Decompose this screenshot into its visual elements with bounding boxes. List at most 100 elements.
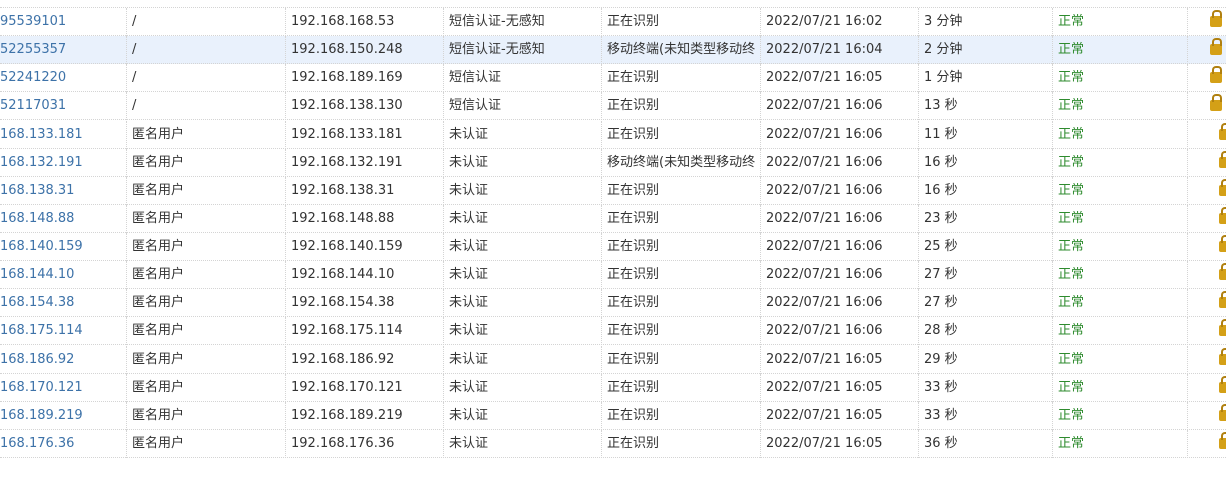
status: 正常 <box>1053 120 1188 149</box>
terminal-type: 移动终端(未知类型移动终 <box>602 36 761 65</box>
lock-icon[interactable] <box>1219 347 1226 365</box>
online-duration: 2 分钟 <box>919 36 1053 65</box>
terminal-type: 正在识别 <box>602 373 761 402</box>
lock-icon[interactable] <box>1219 291 1226 309</box>
ip-address: 192.168.138.130 <box>286 92 444 121</box>
lock-icon[interactable] <box>1219 375 1226 393</box>
online-duration: 29 秒 <box>919 345 1053 374</box>
account[interactable]: 52241220 <box>0 64 127 93</box>
terminal-type: 正在识别 <box>602 261 761 290</box>
ip-address: 192.168.189.169 <box>286 64 444 93</box>
lock-icon[interactable] <box>1210 10 1222 27</box>
ip-address: 192.168.133.181 <box>286 120 444 149</box>
lock-icon[interactable] <box>1219 403 1226 421</box>
login-time: 2022/07/21 16:02 <box>761 8 919 36</box>
online-duration: 11 秒 <box>919 120 1053 149</box>
user: 匿名用户 <box>127 120 286 149</box>
table-row[interactable]: 168.189.219 匿名用户 192.168.189.219 未认证 正在识别 202… <box>0 401 1226 430</box>
table-row[interactable]: 168.186.92 匿名用户 192.168.186.92 未认证 正在识别 2022/… <box>0 345 1226 374</box>
online-duration: 23 秒 <box>919 204 1053 233</box>
auth-type: 未认证 <box>444 261 602 290</box>
account[interactable]: 168.133.181 <box>0 120 127 149</box>
table-row[interactable]: 168.144.10 匿名用户 192.168.144.10 未认证 正在识别 2022/… <box>0 261 1226 290</box>
status: 正常 <box>1053 36 1188 65</box>
user: 匿名用户 <box>127 429 286 458</box>
lock-icon[interactable] <box>1219 178 1226 196</box>
table-row[interactable]: 95539101/192.168.168.53 短信认证-无感知 正在识别 2022/… <box>0 8 1226 36</box>
login-time: 2022/07/21 16:05 <box>761 373 919 402</box>
auth-type: 短信认证 <box>444 64 602 93</box>
ip-address: 192.168.140.159 <box>286 233 444 262</box>
lock-icon[interactable] <box>1219 235 1226 253</box>
lock-icon[interactable] <box>1219 150 1226 168</box>
table-row[interactable]: 168.132.191 匿名用户 192.168.132.191 未认证 移动终端(未知… <box>0 148 1226 177</box>
account[interactable]: 168.144.10 <box>0 261 127 290</box>
table-row[interactable]: 168.170.121 匿名用户 192.168.170.121 未认证 正在识别 202… <box>0 373 1226 402</box>
login-time: 2022/07/21 16:06 <box>761 148 919 177</box>
table-row[interactable]: 52117031/192.168.138.130 短信认证 正在识别 2022/07/… <box>0 92 1226 121</box>
account[interactable]: 168.132.191 <box>0 148 127 177</box>
account[interactable]: 168.186.92 <box>0 345 127 374</box>
lock-icon[interactable] <box>1219 122 1226 140</box>
status: 正常 <box>1053 373 1188 402</box>
login-time: 2022/07/21 16:06 <box>761 317 919 346</box>
account[interactable]: 168.138.31 <box>0 176 127 205</box>
auth-type: 短信认证-无感知 <box>444 36 602 65</box>
login-time: 2022/07/21 16:05 <box>761 345 919 374</box>
auth-type: 未认证 <box>444 148 602 177</box>
account[interactable]: 168.189.219 <box>0 401 127 430</box>
lock-icon[interactable] <box>1210 94 1222 112</box>
user: 匿名用户 <box>127 148 286 177</box>
table-row[interactable]: 52241220/192.168.189.169 短信认证 正在识别 2022/07/… <box>0 64 1226 93</box>
account[interactable]: 168.140.159 <box>0 233 127 262</box>
account[interactable]: 168.176.36 <box>0 429 127 458</box>
account[interactable]: 52117031 <box>0 92 127 121</box>
login-time: 2022/07/21 16:06 <box>761 233 919 262</box>
lock-icon[interactable] <box>1210 38 1222 56</box>
user: 匿名用户 <box>127 204 286 233</box>
online-duration: 25 秒 <box>919 233 1053 262</box>
online-duration: 16 秒 <box>919 148 1053 177</box>
terminal-type: 正在识别 <box>602 317 761 346</box>
table-row[interactable]: 168.176.36 匿名用户 192.168.176.36 未认证 正在识别 2022/… <box>0 429 1226 458</box>
login-time: 2022/07/21 16:05 <box>761 401 919 430</box>
terminal-type: 正在识别 <box>602 92 761 121</box>
online-duration: 1 分钟 <box>919 64 1053 93</box>
table-row[interactable]: 168.140.159 匿名用户 192.168.140.159 未认证 正在识别 202… <box>0 233 1226 262</box>
table-row[interactable]: 168.148.88 匿名用户 192.168.148.88 未认证 正在识别 2022/… <box>0 204 1226 233</box>
lock-icon[interactable] <box>1210 66 1222 84</box>
online-duration: 33 秒 <box>919 373 1053 402</box>
account[interactable]: 168.148.88 <box>0 204 127 233</box>
status: 正常 <box>1053 64 1188 93</box>
status: 正常 <box>1053 401 1188 430</box>
table-row[interactable]: 168.154.38 匿名用户 192.168.154.38 未认证 正在识别 2022/… <box>0 289 1226 318</box>
login-time: 2022/07/21 16:06 <box>761 204 919 233</box>
lock-icon[interactable] <box>1219 263 1226 281</box>
ip-address: 192.168.138.31 <box>286 176 444 205</box>
ip-address: 192.168.154.38 <box>286 289 444 318</box>
auth-type: 未认证 <box>444 373 602 402</box>
table-row[interactable]: 52255357/192.168.150.248 短信认证-无感知 移动终端(未知类… <box>0 36 1226 65</box>
lock-icon[interactable] <box>1219 319 1226 337</box>
user: / <box>127 92 286 121</box>
account[interactable]: 168.175.114 <box>0 317 127 346</box>
login-time: 2022/07/21 16:06 <box>761 289 919 318</box>
table-row[interactable]: 168.138.31 匿名用户 192.168.138.31 未认证 正在识别 2022/… <box>0 176 1226 205</box>
table-row[interactable]: 168.133.181 匿名用户 192.168.133.181 未认证 正在识别 202… <box>0 120 1226 149</box>
terminal-type: 移动终端(未知类型移动终 <box>602 148 761 177</box>
lock-icon[interactable] <box>1219 431 1226 449</box>
terminal-type: 正在识别 <box>602 120 761 149</box>
table-row[interactable]: 168.175.114 匿名用户 192.168.175.114 未认证 正在识别 202… <box>0 317 1226 346</box>
online-duration: 27 秒 <box>919 289 1053 318</box>
auth-type: 未认证 <box>444 429 602 458</box>
auth-type: 未认证 <box>444 289 602 318</box>
lock-icon[interactable] <box>1219 206 1226 224</box>
terminal-type: 正在识别 <box>602 8 761 36</box>
user: 匿名用户 <box>127 261 286 290</box>
account[interactable]: 168.170.121 <box>0 373 127 402</box>
account[interactable]: 95539101 <box>0 8 127 36</box>
terminal-type: 正在识别 <box>602 176 761 205</box>
account[interactable]: 52255357 <box>0 36 127 65</box>
account[interactable]: 168.154.38 <box>0 289 127 318</box>
